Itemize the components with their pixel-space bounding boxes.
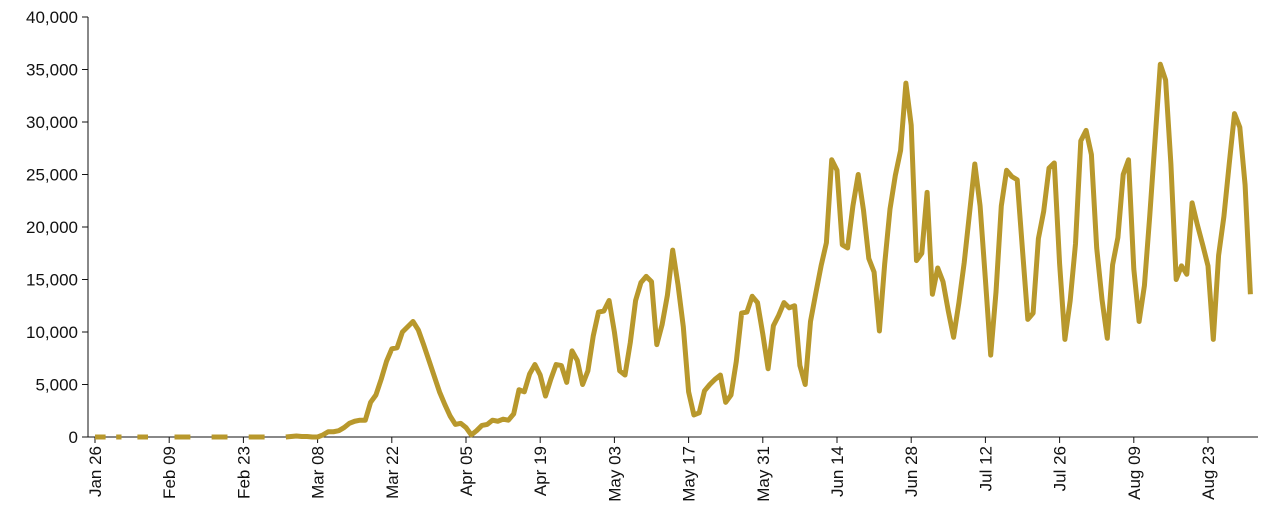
x-tick-label: Mar 22 <box>383 446 402 499</box>
x-tick-label: Apr 19 <box>531 446 550 496</box>
y-tick-label: 10,000 <box>26 323 78 342</box>
x-tick-label: May 17 <box>680 446 699 502</box>
y-tick-label: 35,000 <box>26 61 78 80</box>
x-tick-label: Jun 14 <box>828 446 847 497</box>
x-tick-label: Feb 23 <box>234 446 253 499</box>
y-tick-label: 30,000 <box>26 113 78 132</box>
x-tick-label: May 03 <box>605 446 624 502</box>
y-tick-label: 20,000 <box>26 218 78 237</box>
y-tick-label: 0 <box>69 428 78 447</box>
x-tick-label: Feb 09 <box>160 446 179 499</box>
y-tick-label: 5,000 <box>35 376 78 395</box>
y-tick-label: 15,000 <box>26 271 78 290</box>
x-tick-label: Aug 09 <box>1125 446 1144 500</box>
x-tick-label: Jun 28 <box>902 446 921 497</box>
x-tick-label: Apr 05 <box>457 446 476 496</box>
y-tick-label: 40,000 <box>26 8 78 27</box>
x-tick-label: Jan 26 <box>86 446 105 497</box>
x-tick-label: Aug 23 <box>1199 446 1218 500</box>
x-tick-label: May 31 <box>754 446 773 502</box>
y-tick-label: 25,000 <box>26 166 78 185</box>
data-line <box>95 61 1253 440</box>
x-tick-label: Jul 26 <box>1051 446 1070 491</box>
x-tick-label: Mar 08 <box>309 446 328 499</box>
x-tick-label: Jul 12 <box>976 446 995 491</box>
